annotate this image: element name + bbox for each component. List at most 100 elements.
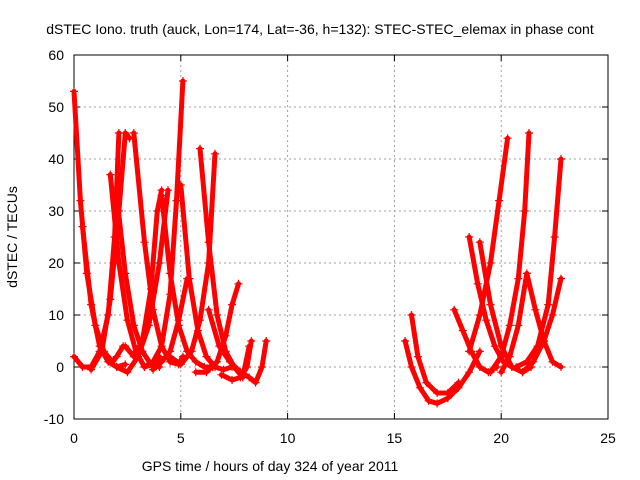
data-point [465,233,474,241]
data-point [78,363,87,371]
data-point [257,363,266,371]
data-point [210,149,219,158]
data-point [155,259,164,267]
data-point [121,269,130,278]
y-tick-label: 30 [48,203,64,219]
data-point [503,134,512,143]
y-tick-label: 10 [48,307,64,323]
data-point [529,357,538,366]
series-25 [486,129,533,377]
data-point [202,352,211,361]
data-point [204,238,213,247]
axis-ticks: 0 5 10 15 20 25 -10 0 10 20 30 40 50 60 [44,47,616,446]
data-point [200,363,209,371]
data-point [505,352,514,361]
data-point [450,305,459,314]
data-point [522,269,531,278]
data-point [514,274,523,283]
data-point [465,347,474,356]
data-point [112,363,121,371]
series-trace [142,78,186,370]
data-point [550,233,559,241]
data-point [236,373,245,382]
data-point [401,337,410,345]
data-point [518,368,527,377]
data-point [495,196,504,205]
y-tick-label: -10 [44,411,64,427]
data-point [475,363,484,371]
data-point [187,347,196,356]
data-point [202,368,211,377]
data-point [557,363,566,371]
data-point [97,347,106,356]
x-tick-label: 25 [600,430,616,446]
data-point [112,352,121,361]
data-point [87,300,96,309]
plot-frame [73,54,609,420]
data-point [172,196,181,205]
data-point [129,321,138,330]
data-point [70,352,78,361]
data-point [196,316,205,325]
x-tick-label: 15 [387,430,403,446]
data-point [157,342,166,351]
series-trace [488,130,532,375]
data-point [166,352,175,361]
series-trace [498,270,564,375]
data-point [149,305,158,314]
series-trace [409,312,461,396]
data-point [140,238,149,247]
data-point [123,368,132,377]
data-point [191,368,200,377]
data-point [204,305,213,314]
data-point [531,305,540,314]
data-point [178,77,187,85]
data-point [112,191,121,200]
data-point [433,389,442,397]
data-point [524,129,533,137]
data-point [123,316,132,325]
data-point [106,295,115,304]
data-point [454,378,463,387]
y-tick-label: 50 [48,99,64,115]
data-point [174,321,183,330]
series-24 [465,134,512,356]
data-point [213,311,222,319]
y-tick-label: 40 [48,151,64,167]
series-10 [140,77,187,371]
x-tick-label: 10 [280,430,296,446]
data-point [497,368,506,377]
data-point [228,376,237,384]
data-point [217,370,226,379]
data-point [475,311,484,319]
data-point [221,331,230,340]
data-point [76,196,85,205]
series-20 [407,311,463,397]
data-point [121,342,130,351]
y-axis-title: dSTEC / TECUs [4,186,20,288]
data-point [433,399,442,408]
data-point [548,357,557,366]
data-point [416,383,425,392]
data-point [166,269,175,278]
data-point [262,337,271,345]
data-point [176,181,185,189]
series-19 [401,337,484,408]
data-point [138,337,147,345]
chart-title: dSTEC Iono. truth (auck, Lon=174, Lat=-3… [46,21,594,37]
series-26 [497,269,566,377]
data-point [512,363,521,371]
data-point [557,155,566,163]
data-point [473,279,482,288]
series-18 [217,337,256,384]
data-point [458,326,467,335]
data-point [87,365,96,374]
data-point [486,300,495,309]
series-trace [88,130,132,373]
data-point [185,274,194,283]
data-point [245,373,254,382]
y-tick-label: 0 [56,359,64,375]
y-tick-label: 20 [48,255,64,271]
data-point [149,365,158,374]
